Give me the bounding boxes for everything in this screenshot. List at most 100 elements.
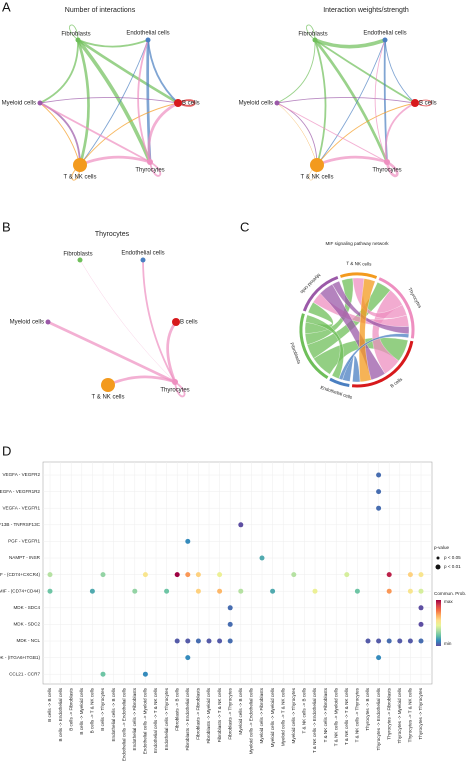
x-tick-label: Myeloid cells -> B cells [238, 687, 243, 734]
dot [312, 588, 318, 594]
node [172, 379, 178, 385]
y-tick-label: MIF - (CD74+CD44) [0, 588, 40, 593]
node [37, 100, 43, 106]
dot [185, 572, 191, 578]
edge [142, 259, 176, 383]
x-tick-label: Fibroblasts -> B cells [174, 687, 179, 730]
sector [340, 272, 378, 279]
edge [314, 38, 386, 49]
dot [185, 538, 191, 544]
sector [329, 377, 350, 387]
y-tick-label: MDK - SDC2 [13, 622, 40, 627]
edge [79, 259, 176, 383]
edge [384, 102, 416, 163]
dot [185, 655, 191, 661]
edge [137, 39, 151, 163]
panel-letter: C [240, 219, 249, 234]
dot [89, 588, 95, 594]
edge [316, 102, 416, 166]
dot [100, 671, 106, 677]
x-tick-label: T & NK cells -> Fibroblasts [323, 687, 328, 742]
node-label: T & NK cells [301, 175, 334, 181]
x-tick-label: Fibroblasts -> Myeloid cells [206, 687, 211, 743]
sector-label: Endothelial cells [320, 385, 354, 400]
panel-letter: D [2, 443, 11, 458]
x-tick-label: Thyrocytes -> B cells [365, 687, 370, 730]
edge [276, 102, 318, 166]
colorbar [436, 600, 441, 646]
dot [227, 621, 233, 627]
edge [39, 97, 179, 104]
edge [313, 39, 389, 163]
chord [358, 278, 376, 383]
dot [376, 505, 382, 511]
dot [344, 572, 350, 578]
dot [238, 588, 244, 594]
edge [77, 38, 179, 105]
edge [276, 102, 388, 163]
dot [185, 638, 191, 644]
node [174, 99, 182, 107]
sector-label: B cells [389, 376, 403, 389]
node [274, 100, 280, 106]
edge [149, 161, 162, 177]
y-tick-label: MDK - SDC4 [13, 605, 40, 610]
node-label: Myeloid cells [239, 101, 273, 107]
x-tick-label: B cells -> Endothelial cells [58, 687, 63, 741]
node-label: B cells [419, 101, 437, 107]
edge [174, 381, 186, 398]
sector-label: Fibroblasts [289, 342, 302, 365]
x-tick-label: Thyrocytes -> T & NK cells [408, 687, 413, 742]
node [384, 159, 390, 165]
dot [142, 572, 148, 578]
edge [166, 321, 178, 383]
dot [238, 522, 244, 528]
dot [164, 588, 170, 594]
colorbar-label: max [444, 599, 453, 604]
edge [39, 39, 79, 104]
x-tick-label: Endothelial cells -> B cells [111, 687, 116, 741]
dot [397, 638, 403, 644]
node [411, 99, 419, 107]
edge [316, 39, 386, 166]
panel-letter: A [2, 0, 11, 14]
sector [299, 313, 329, 379]
node [145, 37, 151, 43]
x-tick-label: Myeloid cells -> Thyrocytes [291, 687, 296, 743]
y-tick-label: VEGFA - VEGFR1 [2, 505, 40, 510]
dot [227, 605, 233, 611]
dot [386, 588, 392, 594]
dot [365, 638, 371, 644]
x-tick-label: Endothelial cells -> Fibroblasts [132, 687, 137, 750]
dot [100, 572, 106, 578]
node [73, 158, 87, 172]
x-tick-label: T & NK cells -> Thyrocytes [355, 687, 360, 742]
edge [77, 39, 149, 48]
dot [407, 572, 413, 578]
edge [79, 39, 149, 166]
edge [79, 155, 151, 167]
dot [142, 671, 148, 677]
dot [270, 588, 276, 594]
legend-label: p < 0.01 [444, 564, 461, 569]
y-tick-label: VEGFA - VEGFR1R2 [0, 489, 40, 494]
dot [386, 572, 392, 578]
panel-letter: B [2, 219, 11, 234]
panel-title: Interaction weights/strength [323, 7, 409, 14]
edge [276, 102, 318, 166]
dot [418, 572, 424, 578]
edge [374, 39, 388, 163]
node [75, 37, 81, 43]
x-tick-label: Endothelial cells -> T & NK cells [153, 687, 158, 753]
edge [39, 102, 81, 166]
node [147, 159, 153, 165]
edge [306, 24, 316, 41]
x-tick-label: Thyrocytes -> Myeloid cells [397, 687, 402, 743]
node-label: B cells [182, 101, 200, 107]
legend-dot [435, 564, 441, 570]
edge [414, 99, 432, 107]
x-tick-label: B cells -> T & NK cells [90, 687, 95, 733]
dot [174, 572, 180, 578]
edge [316, 155, 388, 167]
x-tick-label: Endothelial cells -> Thyrocytes [164, 687, 169, 750]
